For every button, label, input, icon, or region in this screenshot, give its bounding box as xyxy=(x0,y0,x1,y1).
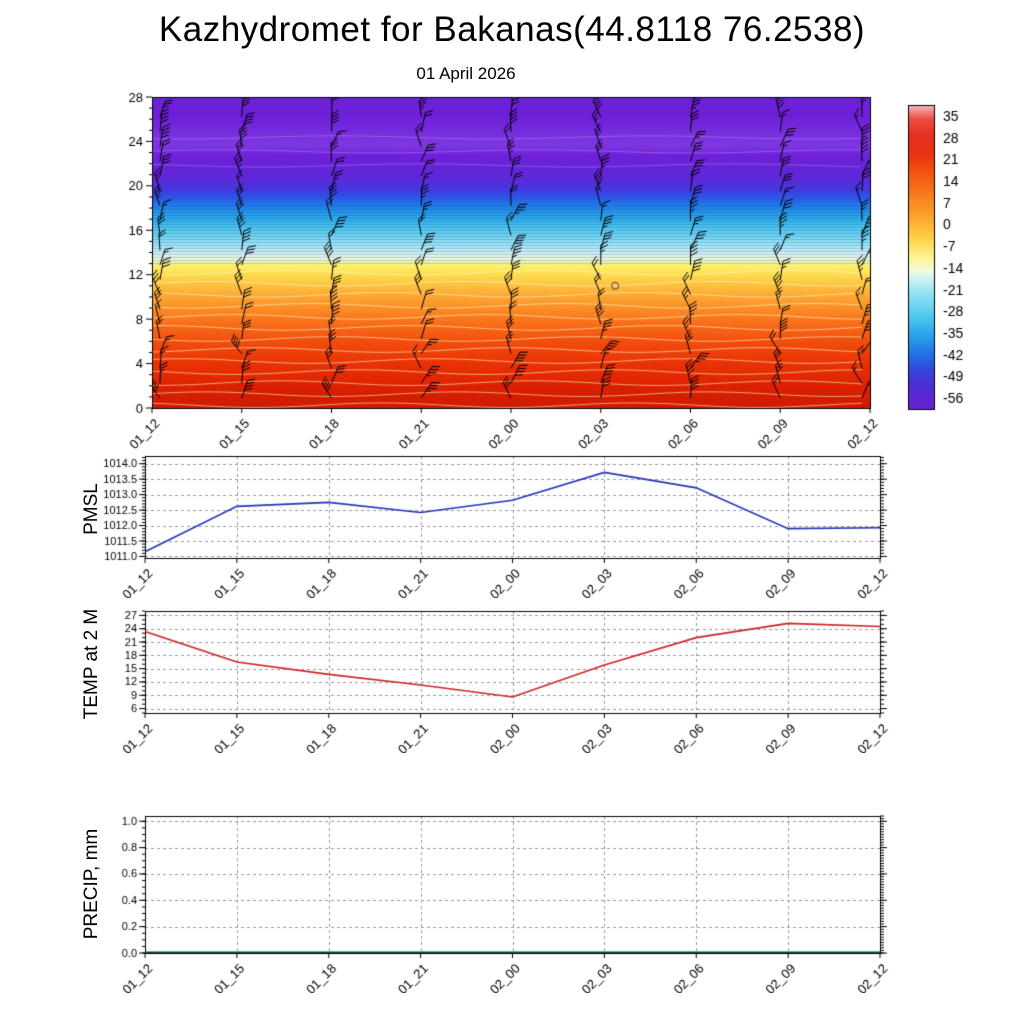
pmsl-chart xyxy=(95,448,905,598)
cross-section-chart xyxy=(100,88,905,458)
page-title: Kazhydromet for Bakanas(44.8118 76.2538) xyxy=(158,10,866,49)
temperature-colorbar xyxy=(898,92,1018,422)
precip-chart xyxy=(95,808,905,993)
temp-chart xyxy=(95,603,905,753)
date-subtitle: 01 April 2026 xyxy=(416,64,516,83)
